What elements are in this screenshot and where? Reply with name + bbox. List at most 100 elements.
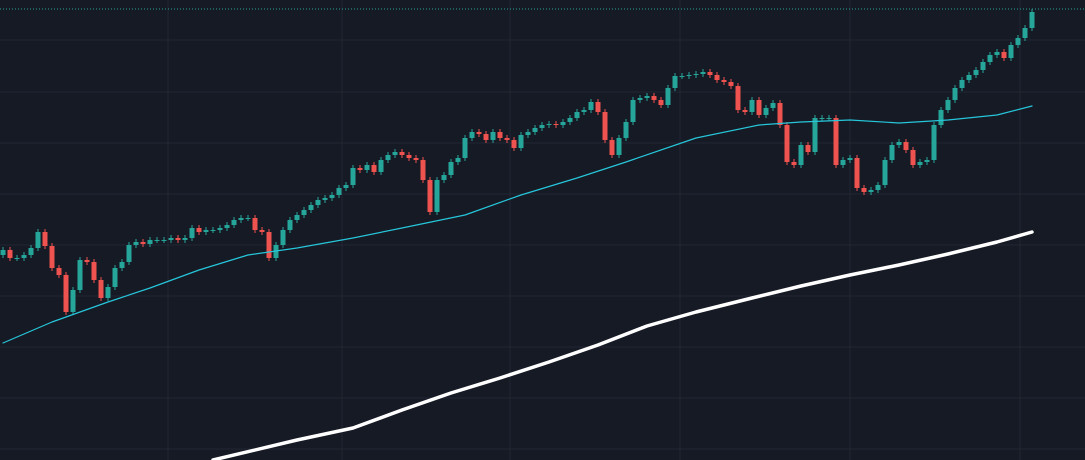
candle-body [294,215,300,220]
candle-body [595,102,601,112]
candle-body [546,124,552,125]
candle-body [266,232,272,258]
candle-body [385,155,391,160]
candle-body [623,122,629,138]
candle-body [252,218,258,230]
candle-body [616,138,622,155]
candle-body [301,210,307,215]
candle-body [707,72,713,75]
candle-body [539,125,545,128]
candle-body [651,96,657,100]
candle-body [371,165,377,172]
candle-body [175,238,181,240]
candle-body [70,290,76,312]
candle-body [658,100,664,105]
candle-body [812,118,818,152]
candle-body [378,160,384,172]
candle-body [364,165,370,170]
candle-body [763,108,769,115]
candle-body [490,132,496,140]
candle-body [469,132,475,138]
candle-body [210,230,216,231]
candle-body [693,74,699,75]
candle-body [350,168,356,185]
candle-body [56,268,62,275]
candle-body [98,280,104,298]
candle-body [686,75,692,76]
candle-body [427,180,433,212]
candle-body [196,228,202,232]
candle-body [630,100,636,122]
candle-body [434,180,440,212]
candle-body [7,250,13,258]
candle-body [168,238,174,240]
candle-body [784,125,790,162]
candle-body [875,185,881,190]
candle-body [504,138,510,140]
candle-body [742,110,748,112]
candle-body [308,205,314,210]
candle-body [518,135,524,148]
candle-body [413,158,419,160]
candle-body [0,250,6,255]
candle-body [399,152,405,155]
candle-body [833,118,839,165]
candle-body [805,145,811,152]
candle-body [483,134,489,140]
candle-body [896,142,902,145]
candle-body [532,128,538,132]
candle-body [182,238,188,240]
candle-body [581,110,587,112]
candle-body [448,162,454,175]
candle-body [917,162,923,165]
candle-body [476,132,482,134]
candle-body [560,122,566,125]
candle-body [217,228,223,230]
candle-body [721,80,727,82]
candle-body [147,240,153,244]
candle-body [14,258,20,259]
candle-body [959,80,965,88]
candle-body [63,275,69,312]
candle-body [406,155,412,158]
candle-body [987,55,993,62]
candle-body [1022,28,1028,38]
candle-body [861,188,867,192]
candle-body [154,240,160,241]
candle-body [840,160,846,165]
candle-body [77,260,83,290]
candle-body [112,268,118,287]
candle-body [637,98,643,100]
candle-body [511,140,517,148]
candle-body [665,88,671,105]
candle-body [973,70,979,75]
candles [0,9,1035,315]
candle-body [455,158,461,162]
candle-body [133,242,139,245]
candle-body [329,195,335,198]
candle-body [287,220,293,230]
candle-body [238,218,244,220]
candle-body [644,96,650,98]
moving-average [2,105,1033,344]
candle-body [119,262,125,268]
candle-body [1029,12,1035,28]
candle-body [462,138,468,158]
candle-body [28,248,34,255]
candle-body [728,82,734,86]
candle-body [343,185,349,188]
candle-body [791,162,797,165]
candle-body [525,132,531,135]
candle-body [203,230,209,232]
candle-body [259,230,265,232]
candle-body [441,175,447,180]
candle-body [672,76,678,88]
candle-body [49,246,55,268]
candle-body [126,245,132,262]
candle-body [868,190,874,192]
candle-body [189,228,195,238]
candle-body [357,168,363,170]
candle-body [35,232,41,248]
candle-body [161,240,167,241]
candle-body [609,140,615,155]
